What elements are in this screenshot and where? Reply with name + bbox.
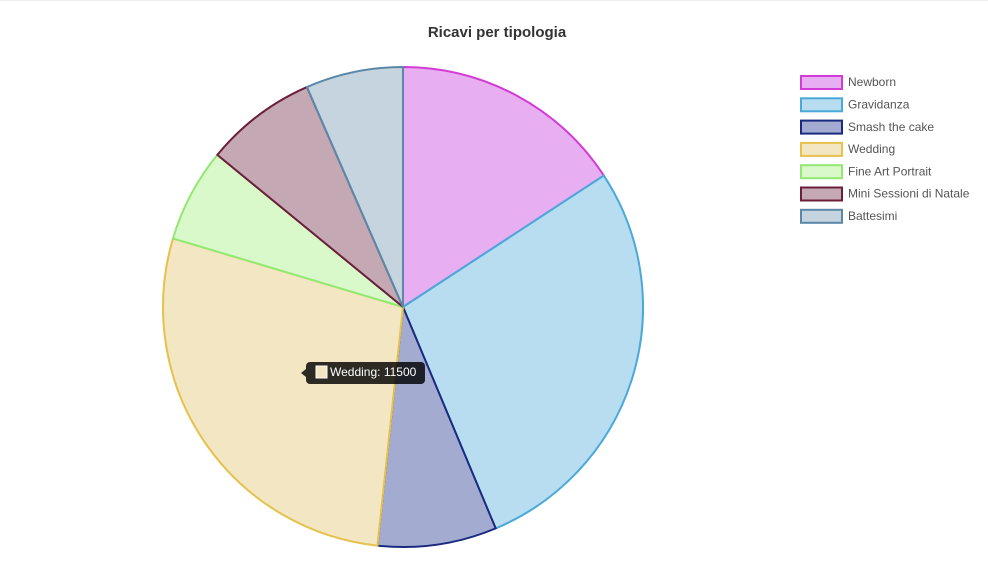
tooltip: Wedding: 11500 [301, 362, 425, 384]
chart-title: Ricavi per tipologia [428, 24, 567, 41]
legend-label[interactable]: Fine Art Portrait [848, 164, 932, 178]
legend-label[interactable]: Gravidanza [848, 97, 910, 111]
tooltip-text: Wedding: 11500 [330, 365, 417, 379]
tooltip-box [301, 362, 425, 384]
pie-slice[interactable] [162, 237, 405, 547]
tooltip-swatch [315, 365, 328, 379]
legend-swatch [800, 119, 843, 135]
legend-swatch [800, 75, 843, 90]
pie-slice[interactable] [305, 65, 404, 308]
legend-label[interactable]: Wedding [848, 142, 895, 156]
legend-swatch [800, 186, 843, 202]
legend-label[interactable]: Battesimi [848, 209, 897, 223]
pie-slice[interactable] [401, 174, 644, 530]
legend-swatch [800, 208, 843, 224]
legend-label[interactable]: Smash the cake [848, 120, 934, 134]
legend-label[interactable]: Mini Sessioni di Natale [848, 187, 970, 201]
legend-label[interactable]: Newborn [848, 75, 896, 89]
legend-swatch [800, 141, 843, 157]
legend-swatch [800, 164, 843, 180]
pie-slice[interactable] [215, 85, 404, 308]
pie-slice[interactable] [402, 65, 606, 309]
legend-swatch [800, 97, 843, 113]
